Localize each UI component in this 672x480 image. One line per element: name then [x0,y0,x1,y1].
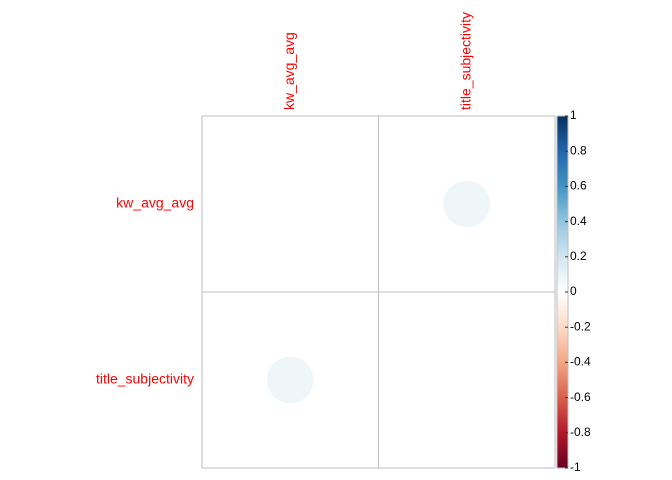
colorbar-tick-label: 0.2 [570,249,587,263]
row-label: title_subjectivity [96,371,194,387]
colorbar-tick-label: 0.6 [570,179,587,193]
row-label: kw_avg_avg [116,195,194,211]
colorbar-tick-label: -1 [570,460,581,474]
column-label: title_subjectivity [457,12,473,110]
colorbar-tick-label: 0.4 [570,214,587,228]
colorbar-tick-label: 0.8 [570,143,587,157]
column-label: kw_avg_avg [281,32,297,110]
corr-circle [266,356,314,404]
colorbar [557,116,568,468]
colorbar-tick-label: 1 [570,108,577,122]
colorbar-tick-label: -0.4 [570,355,591,369]
colorbar-tick-label: -0.2 [570,319,591,333]
colorbar-tick-label: -0.8 [570,425,591,439]
colorbar-tick-label: -0.6 [570,390,591,404]
colorbar-tick-label: 0 [570,284,577,298]
corr-circle [443,180,491,228]
